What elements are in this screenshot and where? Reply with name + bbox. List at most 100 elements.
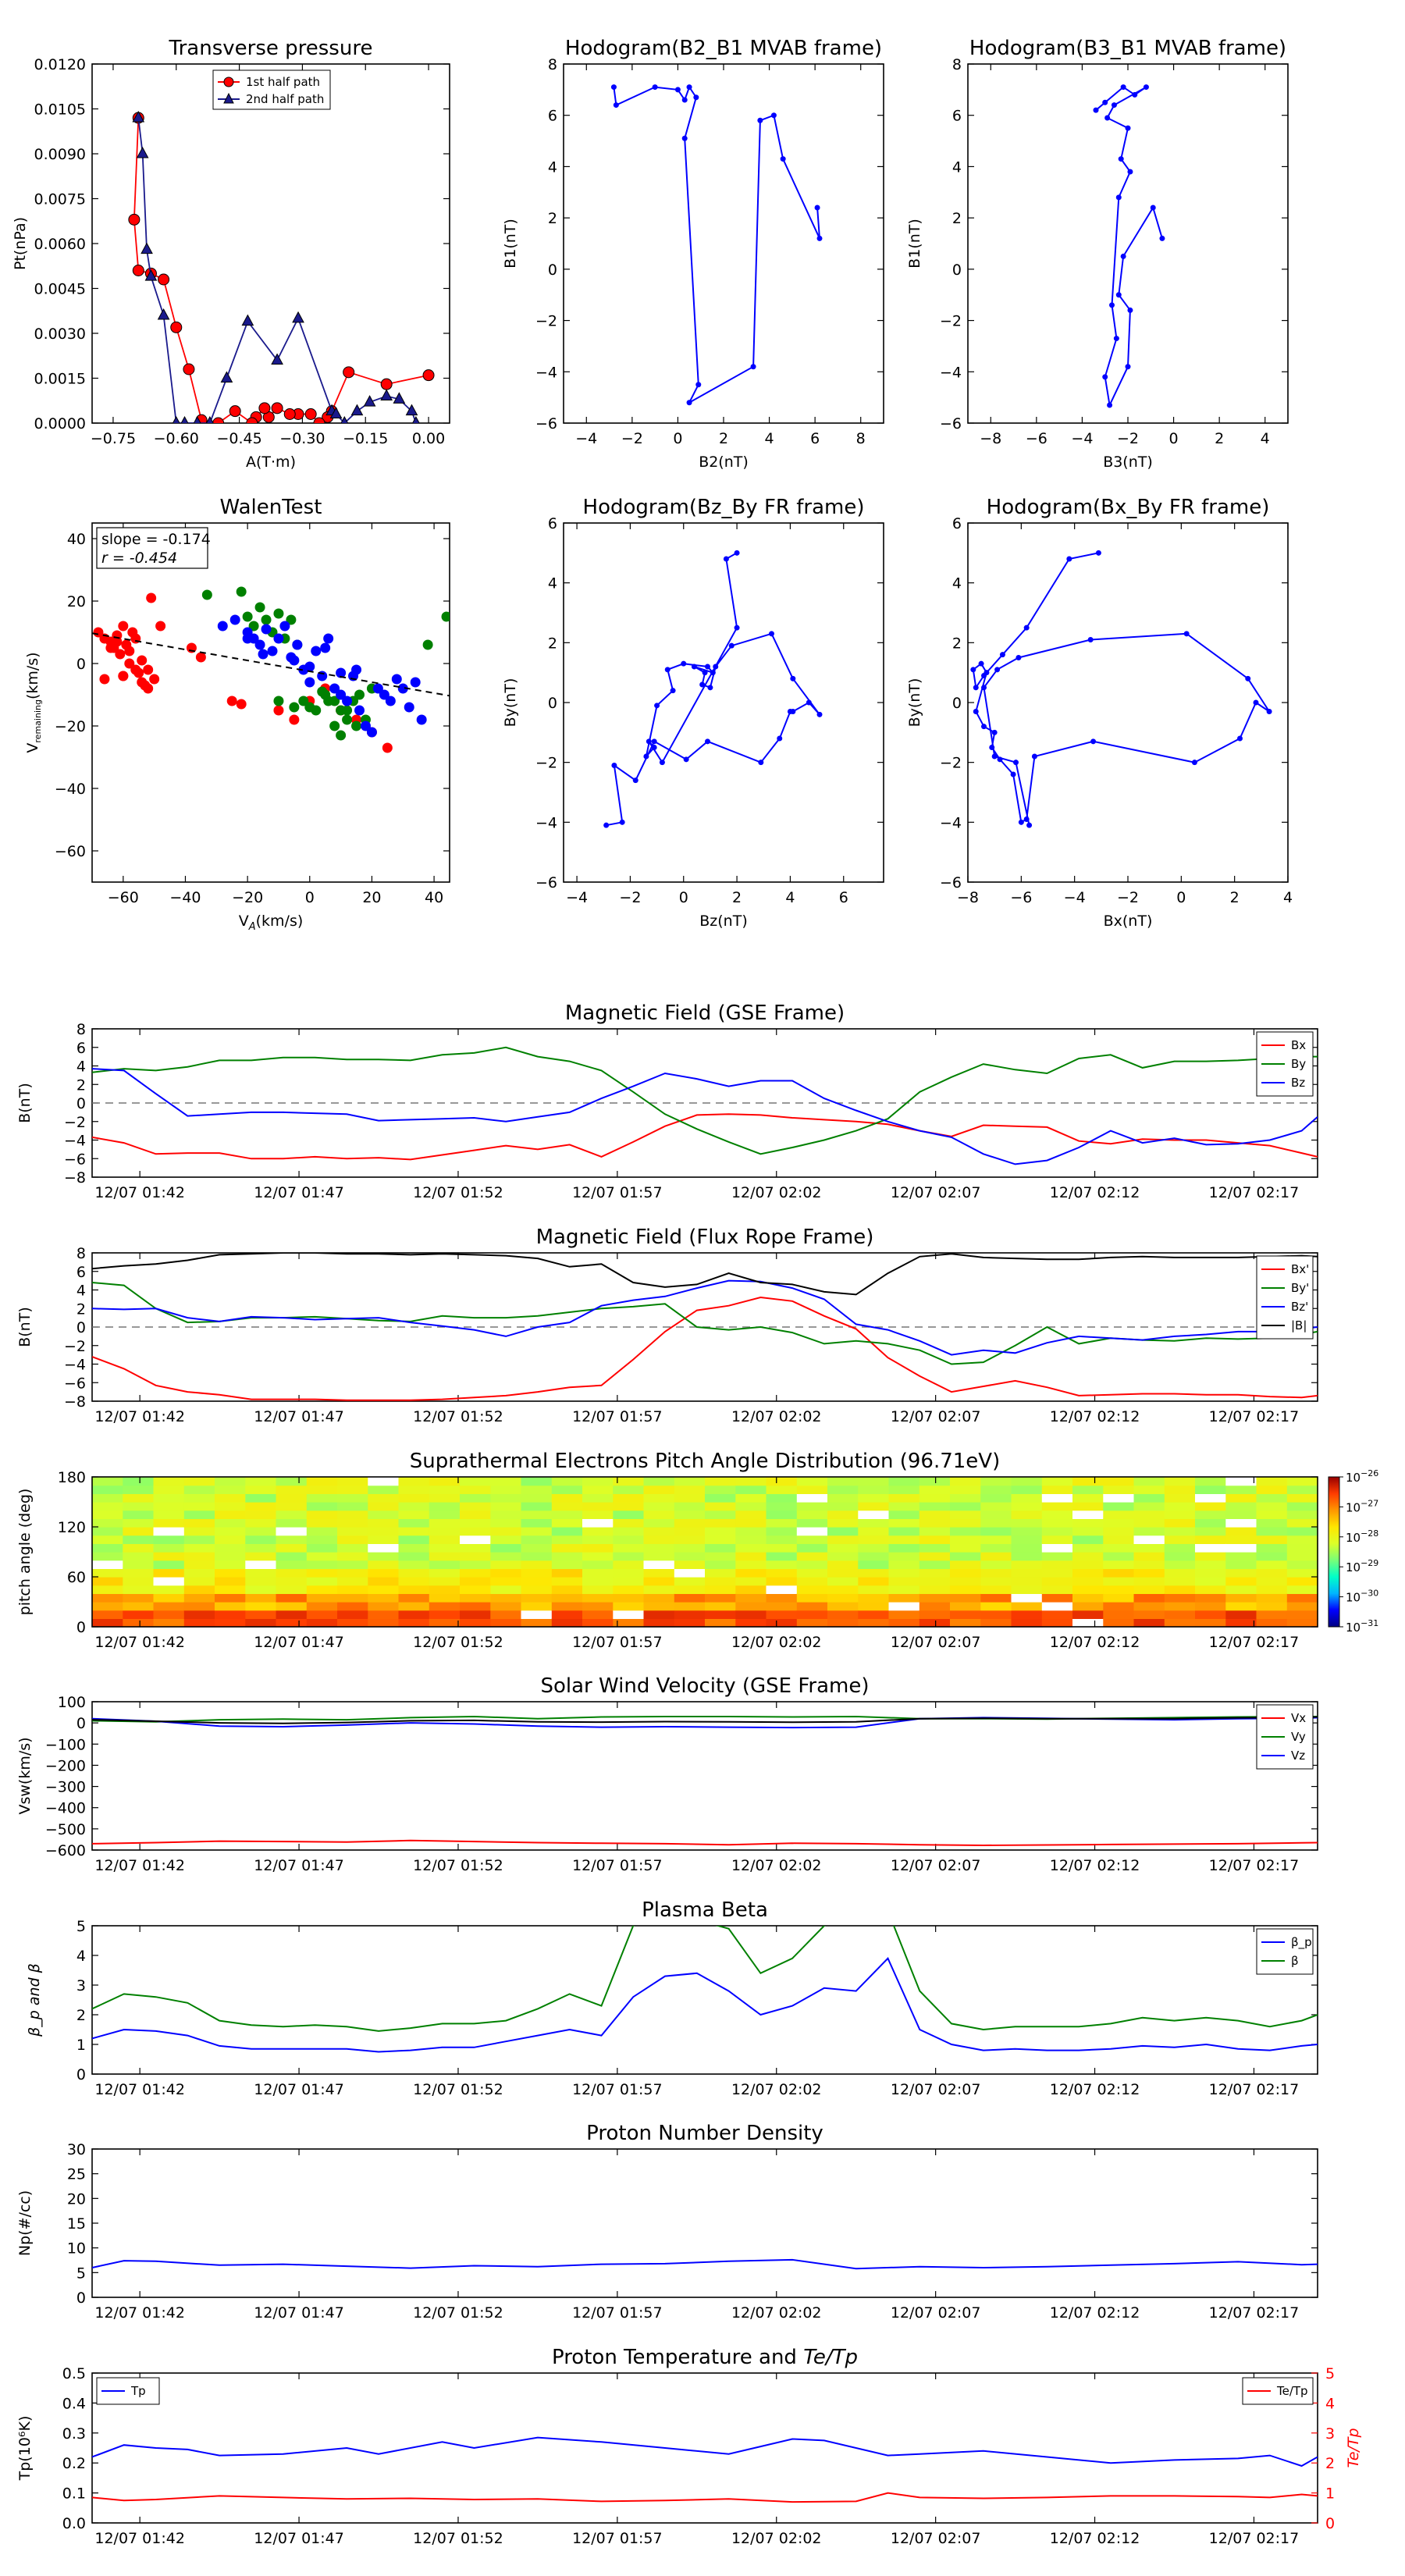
heatmap-cell [1041, 1593, 1073, 1603]
heatmap-cell [1011, 1477, 1043, 1486]
heatmap-cell [1286, 1560, 1318, 1569]
series-line-Tp [92, 2436, 1318, 2467]
heatmap-cell [919, 1518, 951, 1528]
scatter-point [379, 689, 389, 700]
y-tick-label: 0.0090 [34, 146, 86, 163]
heatmap-cell [1072, 1568, 1104, 1578]
heatmap-cell [153, 1602, 185, 1611]
data-point [991, 753, 998, 760]
y-tick-label: 2 [548, 635, 557, 652]
heatmap-cell [398, 1535, 430, 1544]
heatmap-cell [735, 1543, 767, 1553]
x-tick-label: −2 [621, 430, 643, 447]
scatter-point [311, 646, 322, 656]
heatmap-cell [888, 1610, 920, 1619]
data-point [1010, 771, 1016, 777]
heatmap-cell [1286, 1618, 1318, 1628]
heatmap-cell [337, 1477, 368, 1486]
heatmap-cell [735, 1510, 767, 1519]
colorbar-label: 10−30 [1346, 1589, 1378, 1605]
heatmap-cell [92, 1477, 123, 1486]
x-tick-label: 12/07 01:57 [572, 1408, 663, 1425]
data-point [654, 703, 660, 709]
x-tick-label: 12/07 02:02 [731, 2304, 822, 2322]
y-tick-label: 180 [58, 1469, 86, 1486]
heatmap-cell [643, 1568, 675, 1578]
scatter-point [115, 649, 126, 660]
series-line-β_p [92, 1957, 1318, 2053]
heatmap-cell [582, 1502, 614, 1511]
data-point [699, 681, 706, 688]
data-point [705, 738, 710, 745]
heatmap-cell [766, 1577, 798, 1586]
heatmap-cell [1256, 1618, 1288, 1628]
heatmap-cell [1133, 1585, 1165, 1594]
y-tick-label: 0.3 [62, 2425, 86, 2443]
heatmap-cell [245, 1610, 277, 1619]
heatmap-cell [368, 1518, 400, 1528]
x-tick-label: −2 [1117, 889, 1139, 906]
heatmap-cell [582, 1618, 614, 1628]
x-tick-label: 12/07 01:42 [94, 1634, 185, 1651]
heatmap-cell [490, 1577, 522, 1586]
heatmap-cell [827, 1543, 859, 1553]
y-tick-label: 0.4 [62, 2395, 86, 2412]
heatmap-cell [705, 1610, 736, 1619]
chart-hodo_b3b1: Hodogram(B3_B1 MVAB frame) −8 −6 −4 −2 0 2 4 −6 −… [906, 37, 1289, 471]
x-tick-label: −6 [1010, 889, 1032, 906]
heatmap-cell [1256, 1568, 1288, 1578]
data-point [1087, 637, 1094, 642]
scatter-point [155, 621, 166, 632]
data-point [1150, 205, 1156, 211]
heatmap-cell [858, 1577, 890, 1586]
heatmap-cell [92, 1527, 123, 1536]
scatter-point [112, 636, 123, 647]
heatmap-cell [490, 1493, 522, 1503]
heatmap-cell [950, 1618, 981, 1628]
heatmap-cell [582, 1485, 614, 1494]
heatmap-cell [551, 1560, 583, 1569]
data-point [422, 369, 435, 382]
scatter-point [320, 689, 331, 700]
heatmap-cell [1041, 1568, 1073, 1578]
scatter-point [195, 652, 206, 663]
heatmap-cell [368, 1493, 400, 1503]
x-tick-label: 12/07 02:07 [891, 2304, 981, 2322]
scatter-point [248, 621, 259, 632]
data-point [1132, 91, 1138, 98]
y-tick-label: −8 [64, 1169, 86, 1187]
data-point [651, 738, 657, 745]
data-point [734, 550, 740, 556]
y-axis-label: Np(#/cc) [16, 2190, 34, 2256]
heatmap-cell [306, 1568, 338, 1578]
heatmap-cell [919, 1535, 951, 1544]
heatmap-cell [92, 1618, 123, 1628]
heatmap-cell [1195, 1493, 1226, 1503]
heatmap-cell [766, 1543, 798, 1553]
heatmap-cell [888, 1577, 920, 1586]
heatmap-cell [521, 1543, 553, 1553]
chart-hodo_bzby: Hodogram(Bz_By FR frame) −4 −2 0 2 4 6 −6 −4 −2 0 2… [502, 496, 884, 930]
heatmap-cell [858, 1543, 890, 1553]
x-tick-label: 6 [839, 889, 848, 906]
heatmap-cell [521, 1535, 553, 1544]
heatmap-cell [1072, 1477, 1104, 1486]
heatmap-cell [276, 1485, 308, 1494]
x-axis-label: Bx(nT) [1104, 913, 1153, 930]
heatmap-cell [766, 1568, 798, 1578]
y-tick-label: 0.0075 [34, 191, 86, 208]
heatmap-cell [460, 1618, 491, 1628]
heatmap-cell [368, 1568, 400, 1578]
heatmap-cell [1072, 1543, 1104, 1553]
heatmap-cell [1256, 1502, 1288, 1511]
data-point [246, 417, 258, 423]
heatmap-cell [123, 1502, 155, 1511]
data-point [978, 660, 984, 667]
y-tick-label: −500 [45, 1821, 86, 1838]
data-point [705, 664, 710, 670]
heatmap-cell [1011, 1552, 1043, 1561]
heatmap-cell [858, 1618, 890, 1628]
heatmap-cell [1133, 1535, 1165, 1544]
heatmap-cell [643, 1535, 675, 1544]
heatmap-cell [215, 1560, 246, 1569]
